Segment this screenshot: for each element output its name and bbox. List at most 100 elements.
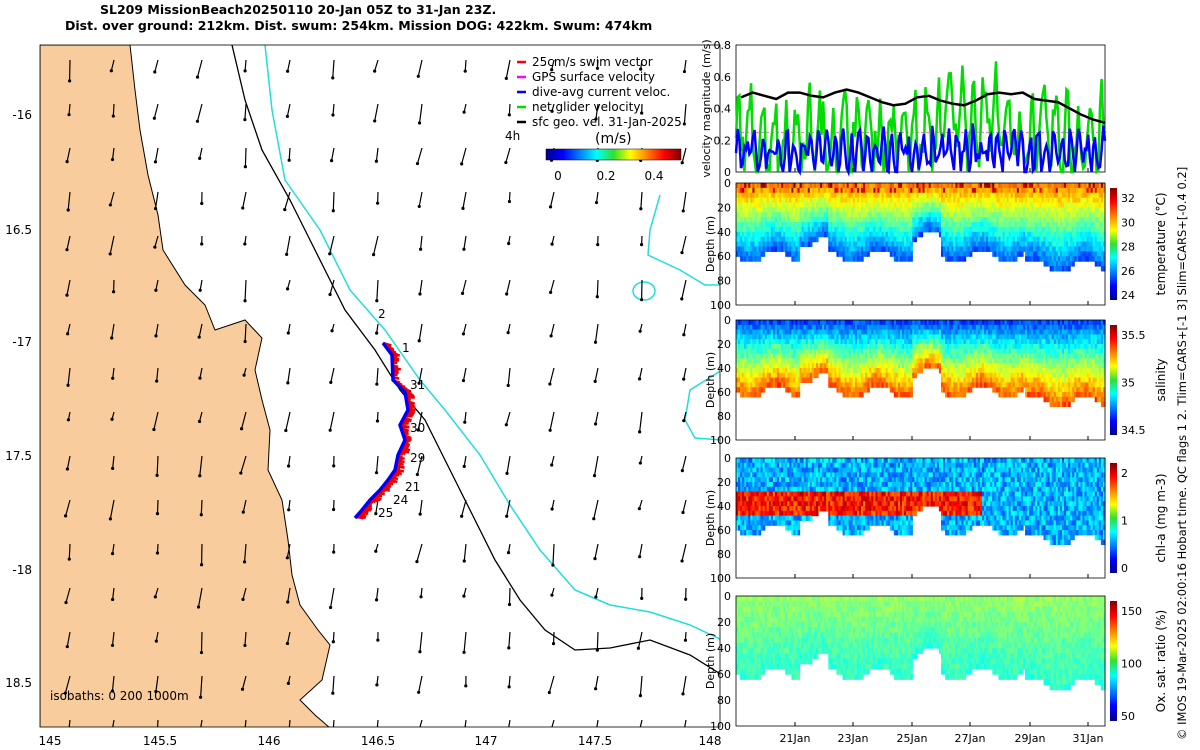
heatmap-cell (791, 202, 794, 209)
heatmap-cell (1010, 363, 1014, 369)
heatmap-cell (785, 382, 788, 388)
heatmap-cell (815, 226, 819, 233)
heatmap-cell (900, 344, 903, 350)
heatmap-cell (795, 226, 799, 233)
heatmap-cell (1027, 197, 1030, 204)
heatmap-cell (1070, 212, 1073, 218)
heatmap-cell (902, 251, 905, 257)
heatmap-cell (881, 334, 885, 340)
heatmap-cell (1039, 256, 1043, 262)
heatmap-cell (822, 207, 825, 213)
heatmap-cell (863, 382, 866, 388)
heatmap-cell (891, 372, 895, 379)
heatmap-cell (945, 202, 948, 209)
heatmap-cell (850, 241, 854, 248)
heatmap-cell (1004, 368, 1008, 374)
heatmap-cell (1070, 187, 1073, 194)
heatmap-cell (795, 363, 799, 369)
heatmap-cell (852, 222, 856, 228)
heatmap-cell (760, 197, 764, 204)
heatmap-cell (740, 329, 743, 335)
heatmap-cell (789, 207, 792, 213)
heatmap-cell (912, 339, 915, 345)
heatmap-cell (902, 197, 905, 204)
heatmap-cell (949, 363, 952, 369)
heatmap-cell (852, 353, 856, 359)
heatmap-cell (926, 226, 930, 233)
heatmap-cell (1076, 207, 1079, 213)
heatmap-cell (1064, 236, 1067, 243)
heatmap-cell (1031, 358, 1034, 364)
heatmap-cell (1057, 236, 1061, 243)
heatmap-cell (908, 226, 911, 233)
heatmap-cell (777, 353, 780, 359)
heatmap-cell (947, 382, 950, 388)
heatmap-cell (1004, 344, 1008, 350)
heatmap-cell (1100, 261, 1104, 267)
heatmap-cell (984, 217, 987, 223)
heatmap-cell (1078, 226, 1081, 233)
heatmap-cell (811, 368, 815, 374)
heatmap-cell (891, 236, 895, 243)
heatmap-cell (998, 344, 1002, 350)
heatmap-cell (1039, 226, 1043, 233)
heatmap-cell (832, 246, 835, 252)
heatmap-cell (1059, 241, 1063, 248)
heatmap-cell (902, 187, 905, 194)
heatmap-cell (807, 207, 811, 213)
heatmap-cell (824, 334, 827, 340)
heatmap-cell (846, 217, 850, 223)
heatmap-cell (836, 192, 840, 199)
heatmap-cell (941, 387, 944, 393)
heatmap-cell (1031, 320, 1034, 326)
heatmap-cell (930, 320, 934, 326)
heatmap-cell (992, 377, 995, 383)
heatmap-cell (873, 377, 876, 383)
heatmap-cell (1008, 348, 1012, 355)
heatmap-cell (932, 329, 936, 335)
heatmap-cell (893, 348, 897, 355)
heatmap-cell (787, 226, 790, 233)
heatmap-cell (912, 183, 915, 189)
heatmap-cell (1014, 217, 1018, 223)
heatmap-cell (990, 353, 993, 359)
heatmap-cell (906, 256, 909, 262)
heatmap-cell (947, 392, 950, 398)
heatmap-cell (1090, 231, 1094, 238)
heatmap-cell (1047, 387, 1051, 393)
heatmap-cell (1100, 183, 1104, 189)
heatmap-cell (803, 377, 807, 383)
heatmap-cell (736, 324, 739, 331)
heatmap-cell (879, 339, 883, 345)
heatmap-cell (1020, 368, 1024, 374)
heatmap-cell (1014, 363, 1018, 369)
heatmap-cell (1096, 222, 1100, 228)
heatmap-cell (1004, 387, 1008, 393)
heatmap-cell (859, 368, 862, 374)
heatmap-cell (992, 320, 995, 326)
heatmap-cell (795, 339, 799, 345)
heatmap-cell (943, 217, 946, 223)
heatmap-cell (922, 358, 926, 364)
heatmap-cell (781, 368, 784, 374)
heatmap-cell (754, 334, 758, 340)
heatmap-cell (930, 334, 934, 340)
heatmap-cell (1078, 246, 1081, 252)
heatmap-cell (779, 212, 782, 218)
heatmap-cell (848, 251, 852, 257)
heatmap-cell (856, 241, 860, 248)
heatmap-cell (1064, 187, 1067, 194)
heatmap-cell (889, 363, 893, 369)
heatmap-cell (881, 358, 885, 364)
heatmap-cell (891, 183, 895, 189)
heatmap-cell (971, 334, 975, 340)
heatmap-cell (850, 187, 854, 194)
heatmap-cell (768, 329, 772, 335)
heatmap-cell (832, 217, 835, 223)
heatmap-cell (955, 348, 958, 355)
heatmap-cell (1074, 197, 1077, 204)
heatmap-cell (961, 256, 965, 262)
heatmap-cell (1002, 246, 1006, 252)
heatmap-cell (875, 202, 879, 209)
heatmap-cell (777, 363, 780, 369)
